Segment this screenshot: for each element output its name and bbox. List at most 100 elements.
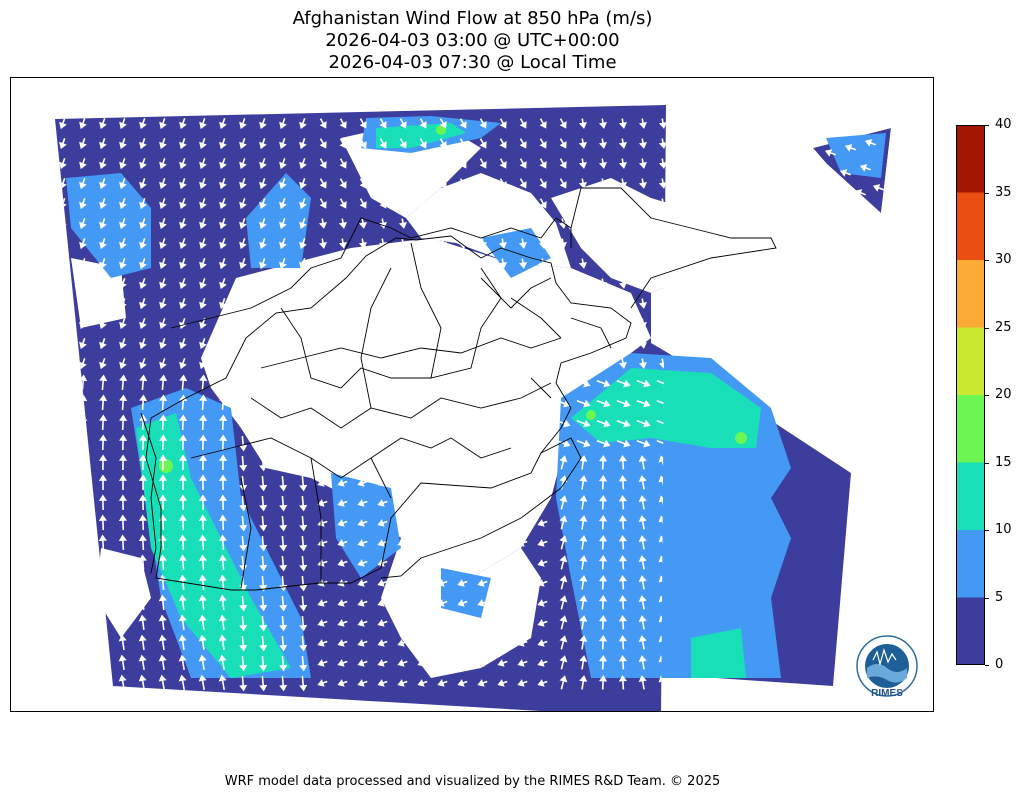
wind-arrow [397, 519, 408, 527]
wind-arrow [477, 479, 488, 487]
wind-arrow [159, 258, 167, 270]
wind-arrow [638, 258, 647, 269]
wind-arrow [118, 534, 127, 551]
wind-arrow [596, 399, 611, 408]
wind-arrow [179, 158, 187, 170]
wind-arrow [279, 555, 288, 572]
wind-arrow [599, 615, 608, 630]
wind-arrow [598, 118, 607, 129]
wind-arrow [118, 614, 127, 631]
wind-arrow [558, 258, 567, 269]
wind-arrow [138, 554, 147, 571]
wind-arrow [539, 158, 547, 169]
wind-arrow [317, 679, 328, 687]
wind-arrow [239, 198, 247, 210]
colorbar-tick-mark [985, 327, 989, 329]
wind-arrow [537, 519, 548, 527]
wind-arrow [239, 258, 247, 270]
wind-arrow [537, 659, 548, 667]
wind-arrow [198, 594, 207, 611]
wind-arrow [99, 298, 107, 310]
wind-arrow [559, 535, 568, 550]
wind-arrow [638, 158, 647, 169]
wind-arrow [616, 379, 631, 388]
wind-arrow [839, 169, 851, 177]
wind-arrow [519, 198, 527, 209]
wind-arrow [438, 238, 447, 249]
wind-arrow [119, 218, 127, 230]
wind-arrow [599, 635, 608, 650]
wind-arrow [199, 258, 207, 270]
wind-arrow [299, 415, 308, 432]
wind-arrow [339, 178, 347, 189]
wind-arrow [358, 418, 367, 429]
wind-arrow [596, 419, 611, 428]
wind-arrow [98, 454, 108, 471]
wind-arrow [178, 554, 187, 571]
wind-arrow [79, 118, 87, 130]
wind-arrow [618, 258, 627, 269]
wind-arrow [638, 615, 647, 630]
wind-arrow [598, 158, 607, 169]
wind-arrow [158, 654, 167, 671]
wind-arrow [159, 278, 167, 290]
wind-arrow [478, 438, 487, 449]
wind-arrow [437, 539, 448, 547]
wind-arrow [576, 399, 591, 408]
wind-arrow [357, 579, 368, 587]
wind-arrow [397, 659, 408, 667]
wind-arrow [638, 515, 647, 530]
wind-arrow [339, 138, 347, 149]
wind-arrow [399, 118, 407, 129]
wind-arrow [418, 418, 427, 429]
wind-arrow [417, 579, 428, 587]
wind-arrow [318, 278, 327, 289]
wind-arrow [618, 318, 627, 329]
wind-arrow [579, 475, 588, 490]
wind-arrow [598, 138, 607, 149]
wind-arrow [720, 138, 727, 148]
wind-arrow [78, 674, 87, 691]
wind-arrow [780, 218, 787, 228]
wind-arrow [518, 378, 527, 389]
wind-arrow [259, 258, 267, 270]
moderate-wind-se [691, 628, 746, 678]
wind-arrow [198, 574, 207, 591]
wind-arrow [338, 318, 347, 329]
wind-arrow [518, 358, 527, 369]
wind-arrow [199, 158, 207, 170]
colorbar-tick-label: 0 [995, 657, 1004, 672]
wind-arrow [497, 619, 508, 627]
wind-arrow [119, 338, 127, 350]
wind-arrow [458, 338, 467, 349]
wind-arrow [499, 198, 507, 209]
wind-arrow [518, 318, 527, 329]
wind-arrow [199, 374, 208, 391]
wind-arrow [218, 474, 228, 491]
wind-arrow [417, 519, 428, 527]
wind-arrow [259, 635, 268, 652]
wind-arrow [398, 278, 407, 289]
wind-arrow [576, 419, 591, 428]
wind-arrow [98, 534, 107, 551]
wind-arrow [299, 358, 307, 370]
wind-arrow [477, 639, 488, 647]
wind-arrow [58, 654, 67, 671]
wind-arrow [578, 178, 587, 189]
wind-arrow [158, 434, 168, 451]
wind-arrow [556, 379, 571, 388]
wind-arrow [418, 258, 427, 269]
wind-arrow [337, 459, 348, 467]
wind-arrow [417, 459, 428, 467]
wind-arrow [78, 494, 88, 511]
wind-arrow [598, 178, 607, 189]
wind-arrow [139, 118, 147, 130]
colorbar-tick-label: 30 [995, 252, 1012, 267]
wind-vectors-ne [824, 139, 884, 197]
wind-arrow [279, 118, 287, 130]
wind-arrow [98, 554, 107, 571]
wind-arrow [377, 599, 388, 607]
wind-arrow [79, 414, 88, 431]
wind-arrow [199, 138, 207, 150]
wind-arrow [239, 238, 247, 250]
